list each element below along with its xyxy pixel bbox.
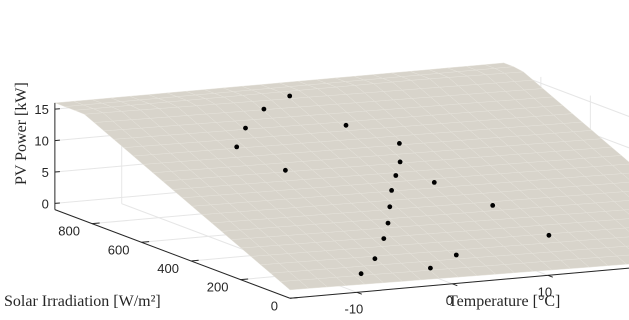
y-tick-label: 400 bbox=[157, 261, 179, 276]
data-point bbox=[490, 203, 496, 208]
z-tick-label: 15 bbox=[34, 102, 48, 117]
surface-patch bbox=[623, 209, 629, 215]
data-point bbox=[283, 167, 288, 173]
data-point bbox=[261, 106, 267, 112]
surface-patch bbox=[624, 227, 629, 232]
data-point bbox=[397, 159, 403, 165]
data-point bbox=[287, 93, 293, 99]
data-point bbox=[387, 204, 393, 210]
data-point bbox=[385, 220, 391, 226]
data-point bbox=[381, 236, 387, 242]
surface-patch bbox=[613, 200, 629, 211]
y-tick bbox=[240, 278, 249, 281]
data-point bbox=[234, 144, 240, 150]
z-tick-label: 5 bbox=[42, 165, 49, 180]
x-tick-label: 10 bbox=[538, 284, 552, 299]
y-tick bbox=[289, 297, 298, 299]
x-tick-label: 0 bbox=[446, 293, 453, 308]
data-point bbox=[389, 188, 394, 193]
surface-patch bbox=[484, 62, 514, 69]
grid-line bbox=[503, 68, 629, 117]
surface-patch bbox=[622, 191, 629, 198]
data-points bbox=[234, 93, 552, 277]
tick-labels: -1001020300200400600800051015 bbox=[34, 102, 552, 316]
zlabel: PV Power [kW] bbox=[13, 82, 30, 185]
ylabel: Solar Irradiation [W/m²] bbox=[4, 293, 161, 310]
surface-patch bbox=[615, 236, 629, 247]
x-tick bbox=[452, 283, 458, 287]
x-tick bbox=[547, 274, 553, 278]
surface-patch bbox=[621, 172, 629, 180]
xlabel: Temperature [°C] bbox=[448, 293, 560, 310]
y-tick-label: 200 bbox=[207, 280, 229, 295]
data-point bbox=[243, 125, 248, 131]
data-point bbox=[393, 173, 399, 178]
y-axis-line bbox=[54, 209, 291, 299]
data-point bbox=[428, 265, 433, 271]
data-point bbox=[431, 180, 437, 185]
fitted-surface bbox=[54, 62, 629, 291]
z-tick-label: 0 bbox=[42, 196, 49, 211]
x-tick-label: -10 bbox=[345, 301, 364, 316]
surface-patch bbox=[614, 218, 629, 229]
data-point bbox=[397, 141, 402, 146]
axes bbox=[54, 102, 629, 299]
y-tick-label: 600 bbox=[108, 242, 130, 257]
data-point bbox=[372, 256, 378, 262]
surface-patch bbox=[612, 181, 629, 192]
surface-patch bbox=[616, 254, 629, 265]
y-tick bbox=[190, 259, 199, 262]
y-tick-label: 800 bbox=[58, 224, 80, 239]
surface-patch bbox=[611, 163, 629, 174]
data-point bbox=[453, 252, 459, 258]
data-point bbox=[358, 271, 364, 277]
z-tick-label: 10 bbox=[34, 134, 48, 149]
y-tick bbox=[91, 222, 100, 225]
y-tick bbox=[141, 241, 150, 243]
x-axis-line bbox=[289, 267, 629, 299]
data-point bbox=[546, 232, 552, 238]
data-point bbox=[343, 122, 349, 128]
x-tick bbox=[356, 291, 362, 295]
y-tick-label: 0 bbox=[271, 298, 278, 313]
